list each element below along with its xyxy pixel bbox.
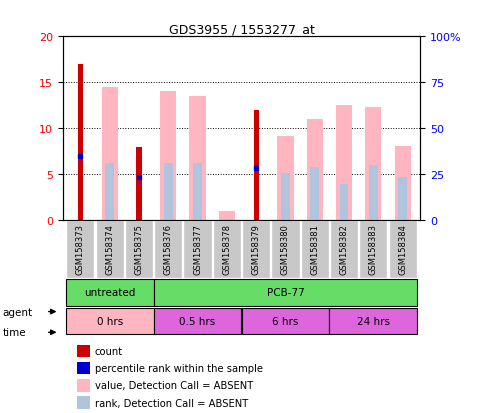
Bar — [336, 106, 352, 221]
Bar — [369, 166, 378, 221]
Text: value, Detection Call = ABSENT: value, Detection Call = ABSENT — [95, 380, 253, 390]
Bar — [254, 111, 259, 221]
Bar — [219, 212, 235, 221]
Text: GSM158377: GSM158377 — [193, 224, 202, 275]
Text: GSM158384: GSM158384 — [398, 224, 407, 275]
Bar — [189, 97, 206, 221]
Text: GSM158383: GSM158383 — [369, 224, 378, 275]
Bar — [330, 221, 358, 278]
Bar — [77, 379, 90, 392]
Text: 0 hrs: 0 hrs — [97, 316, 123, 326]
Text: GSM158374: GSM158374 — [105, 224, 114, 275]
Bar — [66, 308, 154, 335]
Text: percentile rank within the sample: percentile rank within the sample — [95, 363, 263, 373]
Bar — [223, 219, 231, 221]
Text: 6 hrs: 6 hrs — [272, 316, 298, 326]
Text: count: count — [95, 346, 123, 356]
Bar — [340, 184, 348, 221]
Text: 0.5 hrs: 0.5 hrs — [179, 316, 216, 326]
Bar — [136, 147, 142, 221]
Text: time: time — [2, 328, 26, 337]
Bar — [301, 221, 329, 278]
Text: agent: agent — [2, 307, 32, 317]
Bar — [242, 308, 329, 335]
Bar — [281, 173, 290, 221]
Bar — [160, 91, 176, 221]
Bar — [307, 120, 323, 221]
Bar — [125, 221, 153, 278]
Bar — [311, 168, 319, 221]
Bar — [193, 164, 202, 221]
Bar — [77, 362, 90, 375]
Bar — [398, 178, 407, 221]
Bar — [329, 308, 417, 335]
Text: rank, Detection Call = ABSENT: rank, Detection Call = ABSENT — [95, 398, 248, 408]
Text: GSM158380: GSM158380 — [281, 224, 290, 275]
Bar — [277, 136, 294, 221]
Bar — [77, 345, 90, 357]
Bar — [184, 221, 212, 278]
Text: GSM158375: GSM158375 — [134, 224, 143, 275]
Text: GSM158373: GSM158373 — [76, 224, 85, 275]
Bar — [66, 221, 95, 278]
Bar — [101, 88, 118, 221]
Text: GDS3955 / 1553277_at: GDS3955 / 1553277_at — [169, 23, 314, 36]
Bar — [66, 280, 154, 306]
Text: GSM158378: GSM158378 — [222, 224, 231, 275]
Bar — [365, 108, 382, 221]
Bar — [78, 65, 83, 221]
Bar — [105, 164, 114, 221]
Text: GSM158381: GSM158381 — [310, 224, 319, 275]
Bar — [213, 221, 241, 278]
Bar — [395, 147, 411, 221]
Text: GSM158379: GSM158379 — [252, 224, 261, 275]
Bar — [154, 308, 242, 335]
Bar — [154, 221, 182, 278]
Bar — [77, 396, 90, 409]
Bar — [271, 221, 299, 278]
Bar — [96, 221, 124, 278]
Text: 24 hrs: 24 hrs — [357, 316, 390, 326]
Bar — [154, 280, 417, 306]
Text: PCB-77: PCB-77 — [267, 288, 304, 298]
Text: GSM158382: GSM158382 — [340, 224, 349, 275]
Bar — [359, 221, 387, 278]
Bar — [164, 164, 172, 221]
Text: untreated: untreated — [84, 288, 135, 298]
Bar — [242, 221, 270, 278]
Bar — [388, 221, 417, 278]
Text: GSM158376: GSM158376 — [164, 224, 173, 275]
